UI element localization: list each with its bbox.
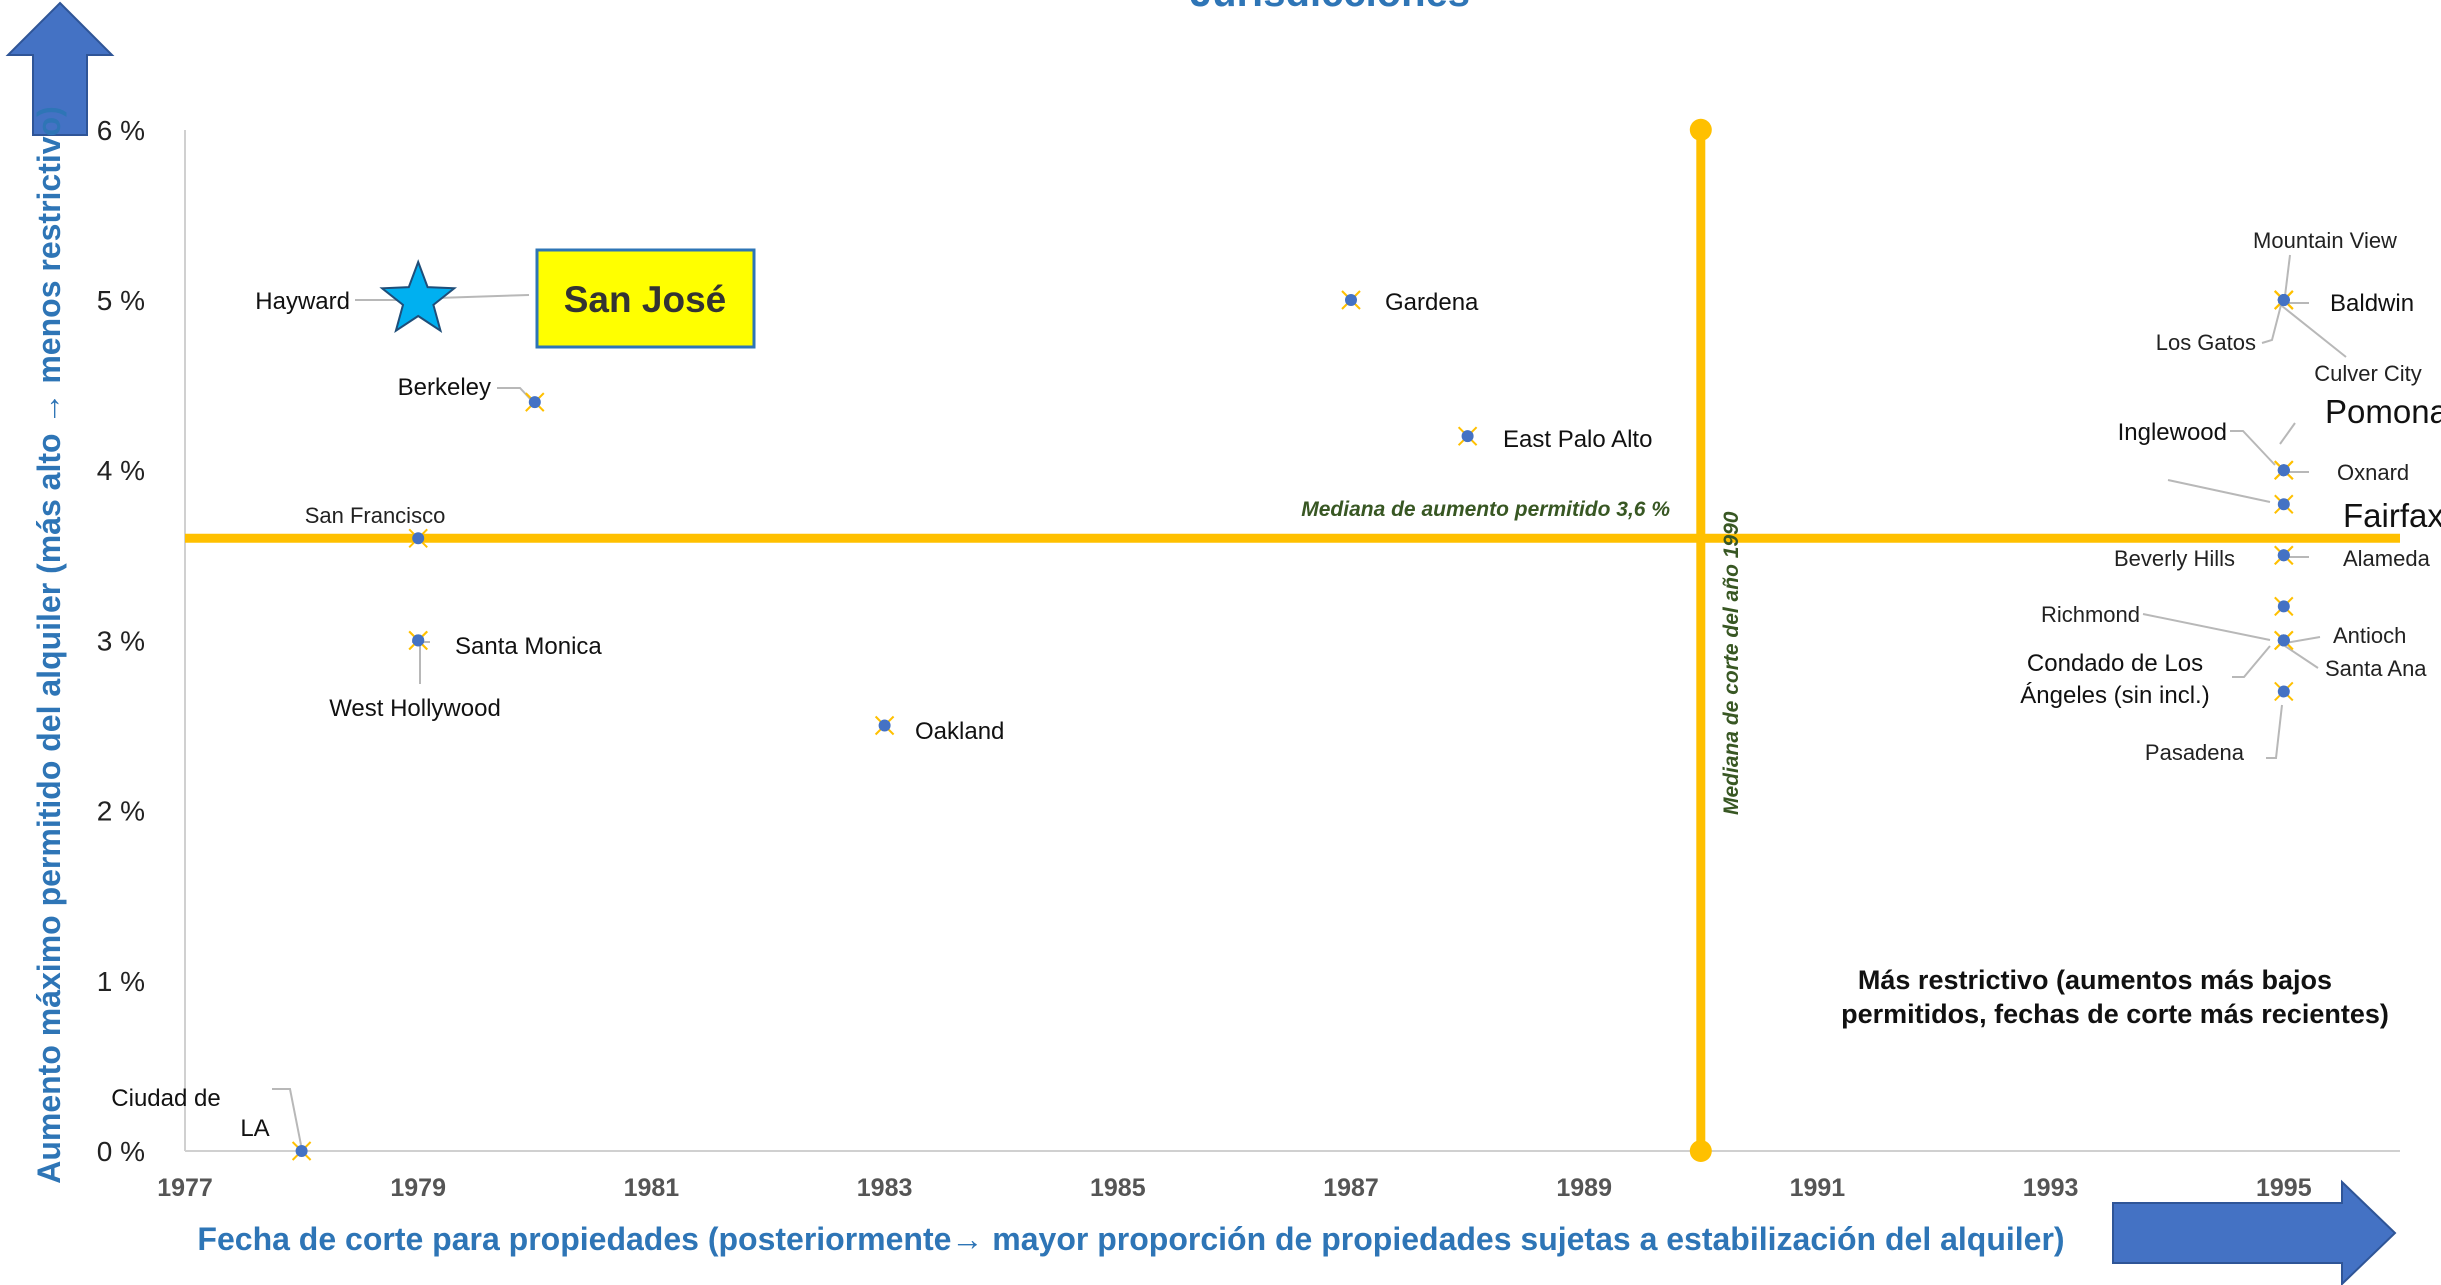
vertical-median-top-cap <box>1689 118 1712 141</box>
label-alameda: Alameda <box>2343 546 2431 571</box>
x-tick-labels: 1977 1979 1981 1983 1985 1987 1989 1991 1993 1995 <box>157 1174 2312 1202</box>
restrictive-note-line2: permitidos, fechas de corte más reciente… <box>1841 999 2389 1029</box>
arrow-up-icon <box>5 1 115 136</box>
data-point <box>2274 545 2294 566</box>
label-mountain-view: Mountain View <box>2253 228 2397 253</box>
label-culver-city: Culver City <box>2314 361 2422 386</box>
restrictive-note-line1: Más restrictivo (aumentos más bajos <box>1858 965 2332 995</box>
data-point <box>2274 596 2294 617</box>
city-labels: Ciudad de LA Hayward Berkeley San Franci… <box>111 228 2441 1142</box>
label-san-francisco: San Francisco <box>305 503 446 528</box>
data-point <box>2274 494 2294 514</box>
label-oakland: Oakland <box>915 718 1004 745</box>
data-point <box>874 715 895 736</box>
vertical-median-bottom-cap <box>1689 1140 1712 1162</box>
label-antioch: Antioch <box>2333 623 2406 648</box>
label-los-gatos: Los Gatos <box>2156 330 2256 355</box>
x-tick-label: 1987 <box>1323 1174 1379 1202</box>
y-tick-label: 3 % <box>97 625 145 656</box>
label-baldwin: Baldwin <box>2330 290 2414 317</box>
data-point <box>1341 290 1361 310</box>
data-point <box>2274 630 2294 651</box>
label-ciudad-de-la-2: LA <box>240 1115 269 1142</box>
label-west-hollywood: West Hollywood <box>329 695 501 722</box>
x-tick-label: 1977 <box>157 1174 213 1202</box>
san-jose-highlight-box <box>535 248 756 349</box>
label-oxnard: Oxnard <box>2337 460 2409 485</box>
x-tick-label: 1979 <box>390 1174 446 1202</box>
data-point <box>2274 290 2294 310</box>
data-point <box>525 392 545 412</box>
x-axis-title: Fecha de corte para propiedades (posteri… <box>197 1221 2064 1257</box>
label-hayward: Hayward <box>255 288 350 315</box>
data-point <box>408 630 428 651</box>
san-jose-label: San José <box>564 279 726 320</box>
label-ciudad-de-la-1: Ciudad de <box>111 1085 220 1112</box>
x-tick-label: 1981 <box>624 1174 680 1202</box>
label-berkeley: Berkeley <box>398 374 491 401</box>
label-santa-monica: Santa Monica <box>455 633 602 660</box>
label-fairfax: Fairfax <box>2343 497 2441 534</box>
label-pasadena: Pasadena <box>2145 740 2245 765</box>
y-axis-title: Aumento máximo permitido del alquiler (m… <box>31 106 67 1184</box>
label-santa-ana: Santa Ana <box>2325 656 2427 681</box>
data-points <box>291 290 2294 1161</box>
label-condado-1: Condado de Los <box>2027 650 2203 677</box>
x-tick-label: 1993 <box>2023 1174 2079 1202</box>
star-icon <box>379 259 458 333</box>
label-richmond: Richmond <box>2041 602 2140 627</box>
label-gardena: Gardena <box>1385 289 1479 316</box>
x-tick-label: 1985 <box>1090 1174 1146 1202</box>
data-point <box>408 528 428 548</box>
label-pomona: Pomona <box>2325 393 2441 430</box>
x-tick-label: 1989 <box>1556 1174 1612 1202</box>
y-tick-labels: 0 % 1 % 2 % 3 % 4 % 5 % 6 % <box>97 115 145 1167</box>
x-tick-label: 1995 <box>2256 1174 2312 1202</box>
data-point <box>1457 426 1478 446</box>
y-tick-label: 1 % <box>97 966 145 997</box>
label-inglewood: Inglewood <box>2118 419 2227 446</box>
horizontal-median-label: Mediana de aumento permitido 3,6 % <box>1301 498 1670 521</box>
y-tick-label: 4 % <box>97 455 145 486</box>
data-point <box>2274 681 2294 702</box>
data-point <box>2274 460 2294 480</box>
label-beverly-hills: Beverly Hills <box>2114 546 2235 571</box>
chart-title-fragment: Jurisdicciones <box>1190 0 1470 15</box>
data-point <box>291 1141 312 1161</box>
x-tick-label: 1991 <box>1790 1174 1846 1202</box>
arrow-right-icon <box>2112 1179 2397 1285</box>
y-tick-label: 5 % <box>97 285 145 316</box>
y-tick-label: 2 % <box>97 796 145 827</box>
x-tick-label: 1983 <box>857 1174 913 1202</box>
vertical-median-label: Mediana de corte del año 1990 <box>1720 511 1743 815</box>
label-condado-2: Ángeles (sin incl.) <box>2020 682 2209 709</box>
y-tick-label: 0 % <box>97 1136 145 1167</box>
label-east-palo-alto: East Palo Alto <box>1503 426 1652 453</box>
y-tick-label: 6 % <box>97 115 145 146</box>
